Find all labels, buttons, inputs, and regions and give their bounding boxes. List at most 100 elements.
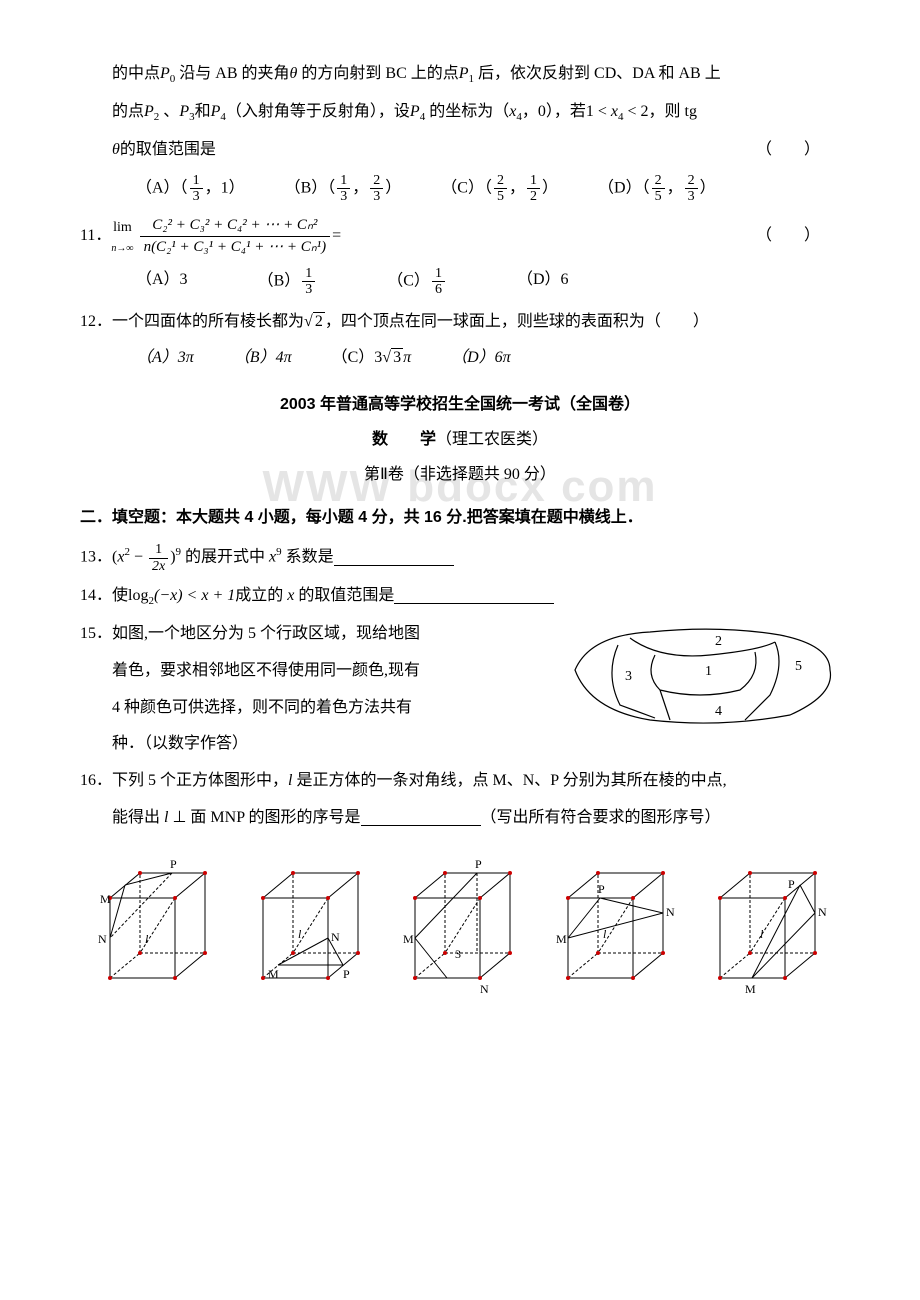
option-b: （B）13 bbox=[258, 266, 318, 298]
num: 1 bbox=[527, 173, 540, 189]
text: 的坐标为（ bbox=[425, 103, 509, 120]
num: 1 bbox=[337, 173, 350, 189]
text: 的展开式中 bbox=[181, 549, 269, 566]
den: 5 bbox=[494, 189, 507, 204]
num: 1 bbox=[149, 542, 168, 558]
answer-blank bbox=[394, 588, 554, 604]
text: 沿与 AB 的夹角 bbox=[175, 65, 289, 82]
numerator: C₂² + C₃² + C₄² + ⋯ + Cₙ² bbox=[140, 215, 331, 237]
text: 下列 5 个正方体图形中， bbox=[112, 772, 288, 789]
subject-type: （理工农医类） bbox=[436, 431, 548, 448]
label: （A）（ bbox=[136, 179, 188, 196]
text: ⊥ 面 MNP 的图形的序号是 bbox=[168, 809, 360, 826]
num: 2 bbox=[652, 173, 665, 189]
region-2-label: 2 bbox=[715, 634, 722, 649]
den: 6 bbox=[432, 282, 445, 297]
q14: 14．使log2(−x) < x + 1成立的 x 的取值范围是 bbox=[80, 582, 840, 612]
den: 3 bbox=[370, 189, 383, 204]
log: log bbox=[128, 587, 148, 604]
cube-4: M N P l bbox=[548, 853, 678, 998]
expr: (−x) < x + 1 bbox=[154, 587, 235, 604]
label-l: l bbox=[145, 932, 149, 946]
label-n: N bbox=[331, 930, 340, 944]
text: 如图,一个地区分为 5 个行政区域，现给地图 bbox=[112, 625, 420, 642]
subject: 数 学 bbox=[372, 431, 436, 448]
text: 使 bbox=[112, 587, 128, 604]
cubes-row: M N P l M N P l M bbox=[80, 853, 840, 998]
label-p: P bbox=[343, 967, 350, 981]
exam-title: 2003 年普通高等学校招生全国统一考试（全国卷） bbox=[80, 391, 840, 420]
option-b: （B）（13，23） bbox=[285, 173, 402, 205]
post: π bbox=[403, 349, 411, 366]
num: 1 bbox=[432, 266, 445, 282]
sqrt: 3 bbox=[391, 348, 403, 366]
q-number: 14． bbox=[80, 587, 112, 604]
region-map-diagram: 1 2 3 4 5 bbox=[560, 620, 840, 730]
text: 的中点 bbox=[112, 65, 160, 82]
text: 的取值范围是 bbox=[294, 587, 394, 604]
region-5-label: 5 bbox=[795, 659, 802, 674]
option-c: （C）（25，12） bbox=[441, 173, 558, 205]
q12-options: （A）3π （B）4π （C）3√3π （D）6π bbox=[136, 344, 840, 373]
label-p: P bbox=[170, 857, 177, 871]
option-a: （A）3π bbox=[136, 344, 194, 373]
var: x bbox=[611, 103, 618, 120]
text: ，1） bbox=[205, 179, 245, 196]
label-n: N bbox=[666, 905, 675, 919]
answer-paren: （ ） bbox=[756, 222, 820, 251]
text: 的取值范围是 bbox=[120, 141, 216, 158]
text: ，四个顶点在同一球面上，则些球的表面积为（ ） bbox=[325, 313, 709, 330]
q12: 12．一个四面体的所有棱长都为√2，四个顶点在同一球面上，则些球的表面积为（ ） bbox=[80, 308, 840, 337]
text: 能得出 bbox=[112, 809, 164, 826]
text: ） bbox=[542, 179, 558, 196]
label: （C） bbox=[387, 272, 430, 289]
text: 的方向射到 BC 上的点 bbox=[297, 65, 458, 82]
text: 种．（以数字作答） bbox=[80, 730, 540, 759]
q10-options: （A）（13，1） （B）（13，23） （C）（25，12） （D）（25，2… bbox=[136, 173, 840, 205]
q10-line3: θ的取值范围是 （ ） bbox=[80, 136, 840, 165]
option-a: （A）3 bbox=[136, 266, 188, 298]
text: 的点 bbox=[112, 103, 144, 120]
var-p1: P bbox=[459, 65, 469, 82]
sep: ， bbox=[352, 179, 368, 196]
minus: − bbox=[130, 549, 147, 566]
label-n: N bbox=[480, 982, 489, 996]
q-number: 16． bbox=[80, 772, 112, 789]
q10-line1: 的中点P0 沿与 AB 的夹角θ 的方向射到 BC 上的点P1 后，依次反射到 … bbox=[80, 60, 840, 90]
watermark: WWW bdocx com bbox=[262, 447, 657, 526]
q16-line2: 能得出 l ⊥ 面 MNP 的图形的序号是（写出所有符合要求的图形序号） bbox=[80, 804, 840, 833]
var: P bbox=[410, 103, 420, 120]
cube-1: M N P l bbox=[90, 853, 220, 998]
label-n: N bbox=[98, 932, 107, 946]
option-d: （D）（25，23） bbox=[598, 173, 716, 205]
num: 1 bbox=[190, 173, 203, 189]
q11-options: （A）3 （B）13 （C）16 （D）6 bbox=[136, 266, 840, 298]
region-1-label: 1 bbox=[705, 664, 712, 679]
num: 1 bbox=[302, 266, 315, 282]
den: 5 bbox=[652, 189, 665, 204]
cube-5: M N P l bbox=[700, 853, 830, 998]
sep: ， bbox=[667, 179, 683, 196]
label: （B）（ bbox=[285, 179, 336, 196]
text: 系数是 bbox=[282, 549, 334, 566]
option-c: （C）3√3π bbox=[332, 344, 411, 373]
text: < 2 bbox=[623, 103, 648, 120]
exam-part: 第Ⅱ卷（非选择题共 90 分） bbox=[364, 466, 556, 483]
den: 3 bbox=[685, 189, 698, 204]
text: （写出所有符合要求的图形序号） bbox=[481, 809, 721, 826]
den: 2 bbox=[527, 189, 540, 204]
text: 是正方体的一条对角线，点 M、N、P 分别为其所在棱的中点, bbox=[292, 772, 726, 789]
answer-paren: （ ） bbox=[724, 136, 820, 165]
label: （D）（ bbox=[598, 179, 650, 196]
q-number: 12． bbox=[80, 313, 112, 330]
label-3: 3 bbox=[455, 947, 461, 961]
region-4-label: 4 bbox=[715, 704, 722, 719]
sep: ， bbox=[509, 179, 525, 196]
num: 2 bbox=[370, 173, 383, 189]
den: 3 bbox=[190, 189, 203, 204]
var-p0: P bbox=[160, 65, 170, 82]
text: ） bbox=[385, 179, 401, 196]
option-c: （C）16 bbox=[387, 266, 447, 298]
q-number: 15． bbox=[80, 625, 112, 642]
label-l: l bbox=[298, 927, 302, 941]
